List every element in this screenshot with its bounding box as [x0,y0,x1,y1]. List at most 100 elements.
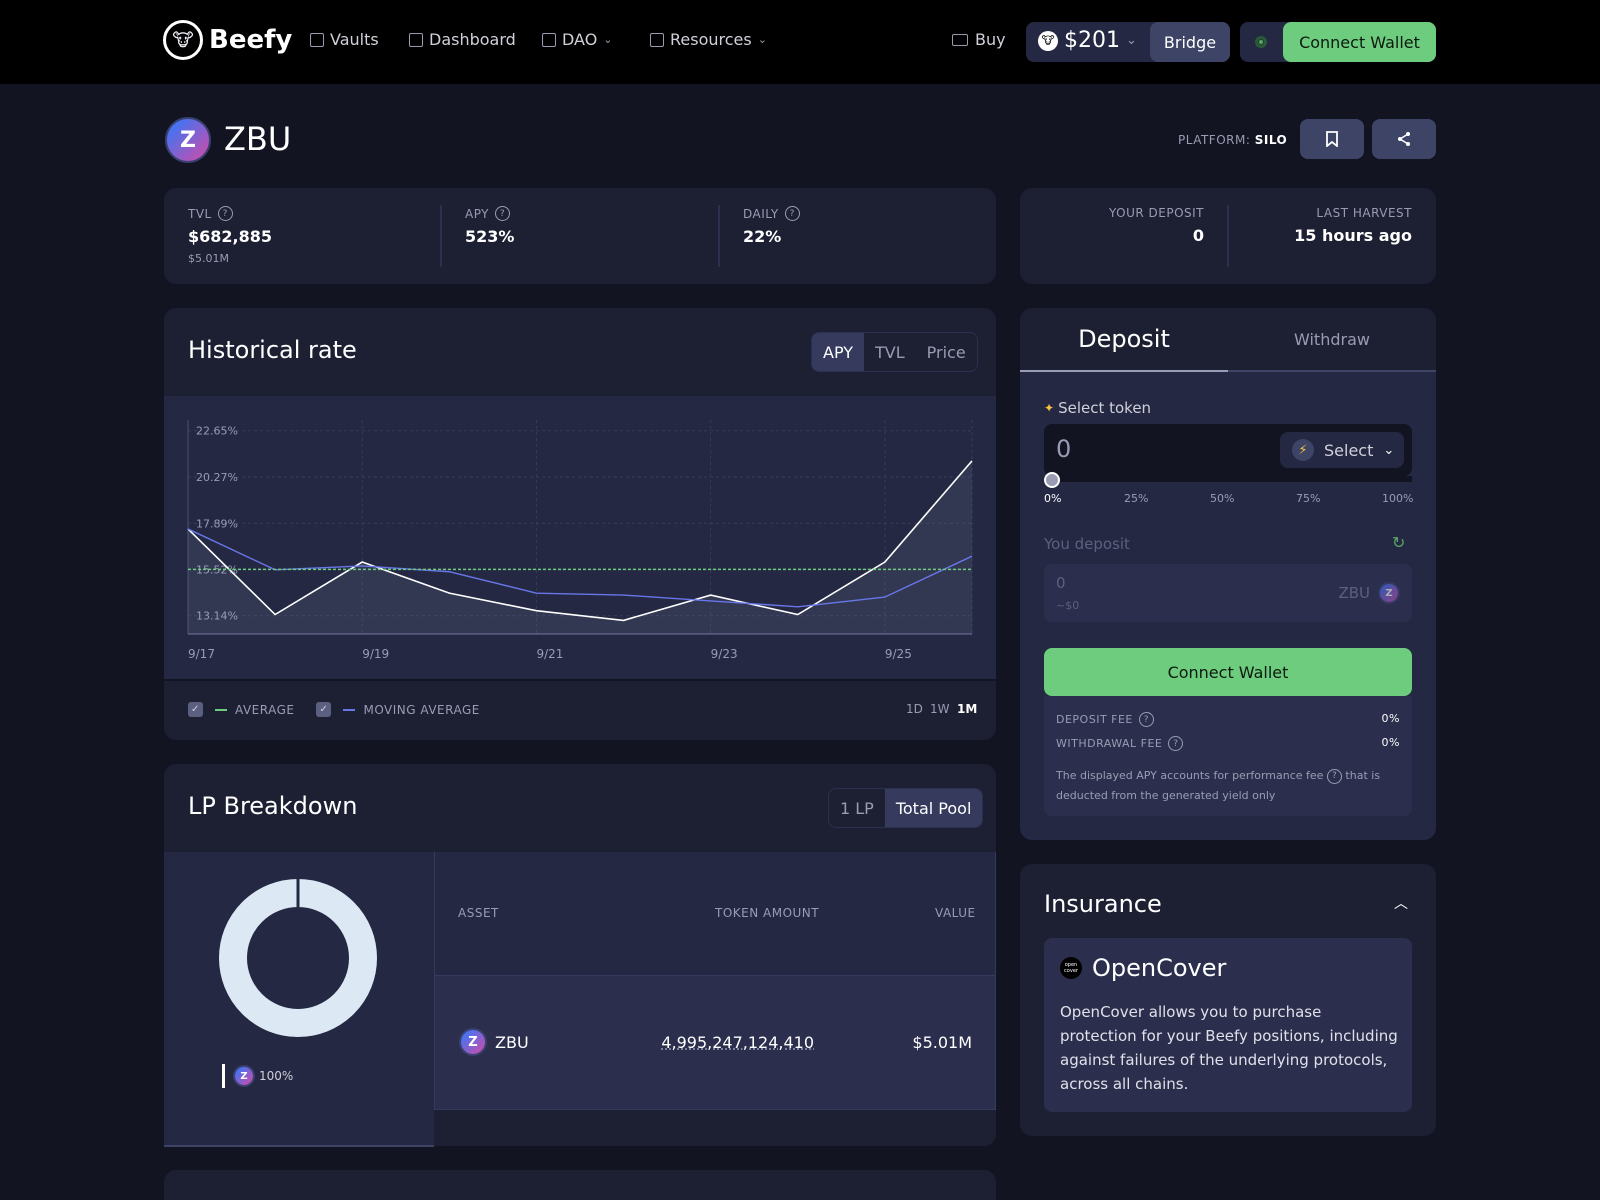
chevron-up-icon[interactable]: ︿ [1394,896,1408,912]
fee-note: The displayed APY accounts for performan… [1056,766,1400,806]
amount-slider[interactable] [1044,476,1412,482]
average-legend-label: AVERAGE [235,702,295,717]
pct-25[interactable]: 25% [1124,492,1149,505]
insurance-title: Insurance [1044,890,1162,918]
share-button[interactable] [1372,119,1436,159]
apy-line-chart: 22.65%20.27%17.89%15.52%13.14%9/179/199/… [187,420,973,661]
bifi-price: $201 [1064,28,1120,53]
connect-wallet-deposit-label: Connect Wallet [1167,662,1289,682]
wallet-box: Connect Wallet [1240,22,1436,62]
pct-0[interactable]: 0% [1044,492,1062,505]
fee-info: DEPOSIT FEE? 0% WITHDRAWAL FEE? 0% The d… [1044,696,1412,816]
deposit-fee-label: DEPOSIT FEE [1056,713,1133,726]
historical-rate-title: Historical rate [188,336,357,364]
zbu-token-icon: Z [459,1028,487,1056]
opencover-description: OpenCover allows you to purchase protect… [1060,1003,1398,1093]
stat-divider [718,205,720,267]
buy-button[interactable]: Buy [952,30,1006,49]
zbu-token-icon: Z [1378,582,1400,604]
stat-divider [1227,205,1229,267]
donut-legend-value: 100% [259,1069,294,1083]
token-select-button[interactable]: ⚡ Select ⌄ [1280,432,1404,468]
token-select-label: Select [1324,440,1374,460]
network-status-icon [1255,36,1267,48]
zap-icon: ⚡ [1292,439,1314,461]
brand-name: Beefy [209,25,293,55]
apy-area [188,460,972,634]
pct-75[interactable]: 75% [1296,492,1321,505]
cow-icon: 🐮 [163,20,203,60]
nav-vaults[interactable]: Vaults [310,30,379,49]
help-icon[interactable]: ? [784,206,800,221]
y-tick-label: 22.65% [196,425,238,438]
bookmark-button[interactable] [1300,119,1364,159]
x-tick-label: 9/17 [188,647,215,661]
help-icon[interactable]: ? [217,206,233,221]
help-icon[interactable]: ? [1138,712,1154,727]
bridge-button[interactable]: Bridge [1150,22,1230,62]
chart-legend: ✓ AVERAGE ✓ MOVING AVERAGE [188,702,480,717]
amount-input[interactable]: 0 ⚡ Select ⌄ [1044,424,1412,476]
opencover-panel: open cover OpenCover OpenCover allows yo… [1044,938,1412,1112]
y-tick-label: 13.14% [196,610,238,623]
slider-handle[interactable] [1044,472,1060,488]
help-icon[interactable]: ? [1168,736,1184,751]
nav-dao-label: DAO [562,30,598,49]
chart-divider [164,679,996,681]
bookmark-icon [1326,131,1338,147]
moving-average-legend-line [343,708,356,711]
daily-label: DAILY [743,206,779,221]
beefy-logo[interactable]: 🐮 Beefy [163,20,292,60]
tab-deposit[interactable]: Deposit [1020,308,1228,372]
tab-price[interactable]: Price [926,342,966,362]
stat-divider [440,205,442,267]
tvl-sub-value: $5.01M [188,252,229,265]
apy-label: APY [465,206,490,221]
range-1w[interactable]: 1W [930,702,950,716]
connect-wallet-deposit-button[interactable]: Connect Wallet [1044,648,1412,696]
deposit-preview-token-name: ZBU [1338,584,1370,602]
pct-50[interactable]: 50% [1210,492,1235,505]
fee-note-part2: that is deducted from the generated yiel… [1056,769,1381,802]
range-1m[interactable]: 1M [957,702,978,716]
chevron-down-icon: ⌄ [1126,33,1137,48]
tab-1-lp[interactable]: 1 LP [840,798,874,818]
average-checkbox[interactable]: ✓ [188,702,203,717]
connect-wallet-button[interactable]: Connect Wallet [1283,22,1436,62]
nav-dao[interactable]: DAO ⌄ [542,30,613,49]
lp-donut-chart [219,879,377,1037]
nav-resources-label: Resources [670,30,752,49]
withdrawal-fee-value: 0% [1381,736,1400,749]
lp-donut-panel: Z 100% [164,852,434,1147]
range-1d[interactable]: 1D [906,702,923,716]
platform-tag: PLATFORM: SILO [1178,133,1287,147]
tab-total-pool[interactable]: Total Pool [884,789,983,827]
tab-tvl[interactable]: TVL [875,342,905,362]
nav-resources[interactable]: Resources ⌄ [650,30,767,49]
info-icon [650,32,664,47]
last-harvest-label: LAST HARVEST [1316,206,1412,220]
price-dropdown[interactable]: 🐮 $201 ⌄ [1038,28,1137,53]
tab-withdraw[interactable]: Withdraw [1228,308,1436,372]
help-icon[interactable]: ? [495,206,511,221]
y-tick-label: 17.89% [196,517,238,530]
pct-100[interactable]: 100% [1382,492,1414,505]
moving-average-checkbox[interactable]: ✓ [316,702,332,717]
tvl-stat: TVL? $682,885 $5.01M [188,206,272,265]
nav-dashboard[interactable]: Dashboard [409,30,516,49]
chevron-down-icon: ⌄ [603,33,613,46]
help-icon[interactable]: ? [1326,768,1342,784]
moving-average-series-line [187,528,973,608]
apy-series-line [187,460,973,622]
x-tick-label: 9/23 [711,647,738,661]
deposit-withdraw-tabs: Deposit Withdraw [1020,308,1436,372]
token-amount[interactable]: 4,995,247,124,410 [661,1033,814,1052]
history-tabs: APY TVL Price [811,332,978,372]
tab-apy[interactable]: APY [812,333,865,371]
asset-cell: Z ZBU [459,1028,529,1056]
vault-icon [310,32,324,47]
chevron-down-icon: ⌄ [757,33,767,46]
refresh-icon[interactable]: ↻ [1392,533,1406,552]
dao-icon [542,32,556,47]
opencover-name: OpenCover [1092,954,1227,982]
